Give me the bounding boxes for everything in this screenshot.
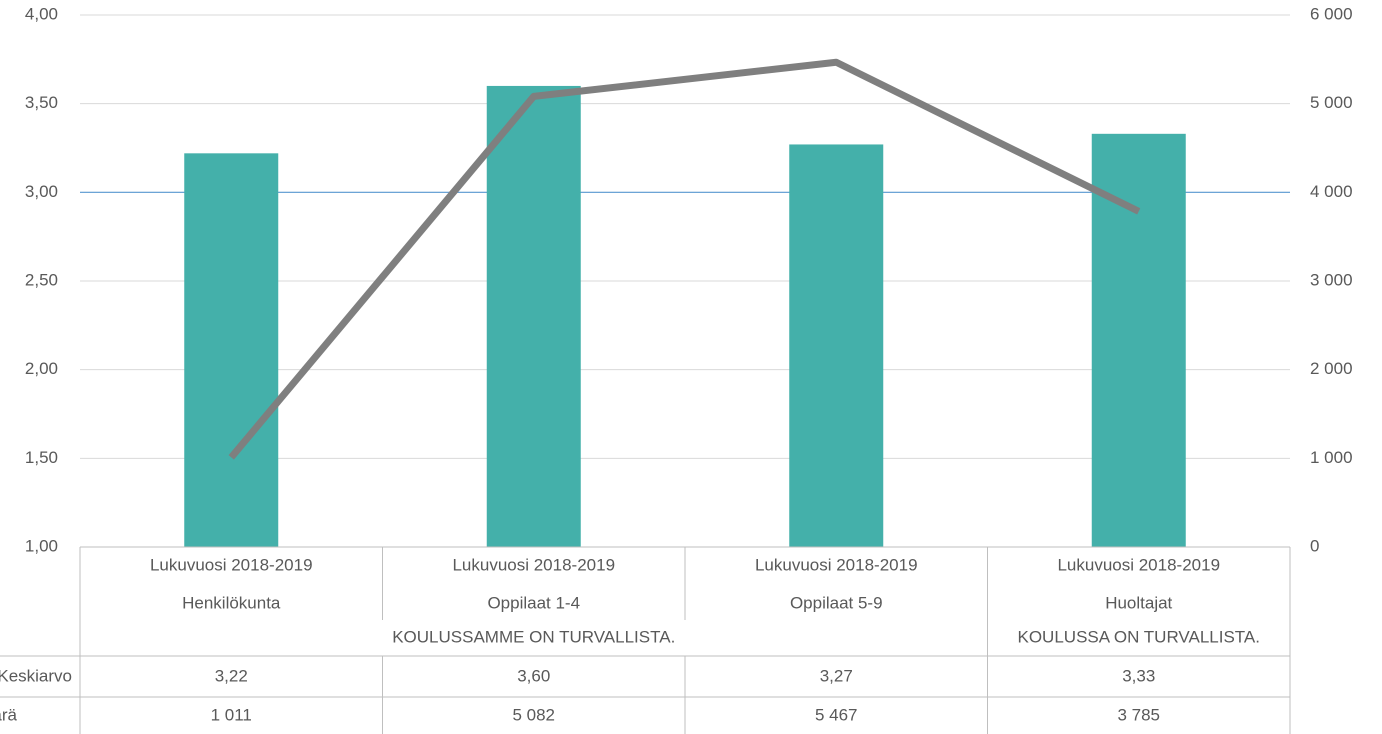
y-tick-label: 4,00 xyxy=(25,4,58,23)
category-label: Lukuvuosi 2018-2019 xyxy=(150,555,313,574)
y2-tick-label: 1 000 xyxy=(1310,448,1353,467)
y-tick-label: 2,50 xyxy=(25,270,58,289)
table-value: 1 011 xyxy=(211,705,252,724)
y-tick-label: 3,00 xyxy=(25,182,58,201)
row-header: Määrä xyxy=(0,705,18,724)
category-label: Lukuvuosi 2018-2019 xyxy=(452,555,615,574)
table-value: 3,33 xyxy=(1122,666,1155,685)
table-value: 5 467 xyxy=(815,705,858,724)
y2-tick-label: 6 000 xyxy=(1310,4,1353,23)
category-label: Oppilaat 5-9 xyxy=(790,593,883,612)
table-value: 3,22 xyxy=(215,666,248,685)
table-value: 3 785 xyxy=(1117,705,1160,724)
group-label: KOULUSSA ON TURVALLISTA. xyxy=(1018,627,1261,646)
line xyxy=(228,58,1141,460)
y-tick-label: 1,00 xyxy=(25,536,58,555)
category-label: Lukuvuosi 2018-2019 xyxy=(755,555,918,574)
group-label: KOULUSSAMME ON TURVALLISTA. xyxy=(392,627,675,646)
bar xyxy=(184,153,279,547)
category-label: Lukuvuosi 2018-2019 xyxy=(1057,555,1220,574)
y2-tick-label: 4 000 xyxy=(1310,182,1353,201)
y2-tick-label: 5 000 xyxy=(1310,93,1353,112)
y-tick-label: 2,00 xyxy=(25,359,58,378)
category-label: Henkilökunta xyxy=(182,593,281,612)
y2-tick-label: 0 xyxy=(1310,536,1319,555)
bar xyxy=(486,85,581,547)
bar xyxy=(789,144,884,547)
y-tick-label: 1,50 xyxy=(25,448,58,467)
y2-tick-label: 3 000 xyxy=(1310,270,1353,289)
bar xyxy=(1091,133,1186,547)
category-label: Huoltajat xyxy=(1105,593,1172,612)
y-tick-label: 3,50 xyxy=(25,93,58,112)
table-value: 5 082 xyxy=(512,705,555,724)
table-value: 3,27 xyxy=(820,666,853,685)
y2-tick-label: 2 000 xyxy=(1310,359,1353,378)
table-value: 3,60 xyxy=(517,666,550,685)
category-label: Oppilaat 1-4 xyxy=(487,593,580,612)
row-header: Keskiarvo xyxy=(0,666,72,685)
